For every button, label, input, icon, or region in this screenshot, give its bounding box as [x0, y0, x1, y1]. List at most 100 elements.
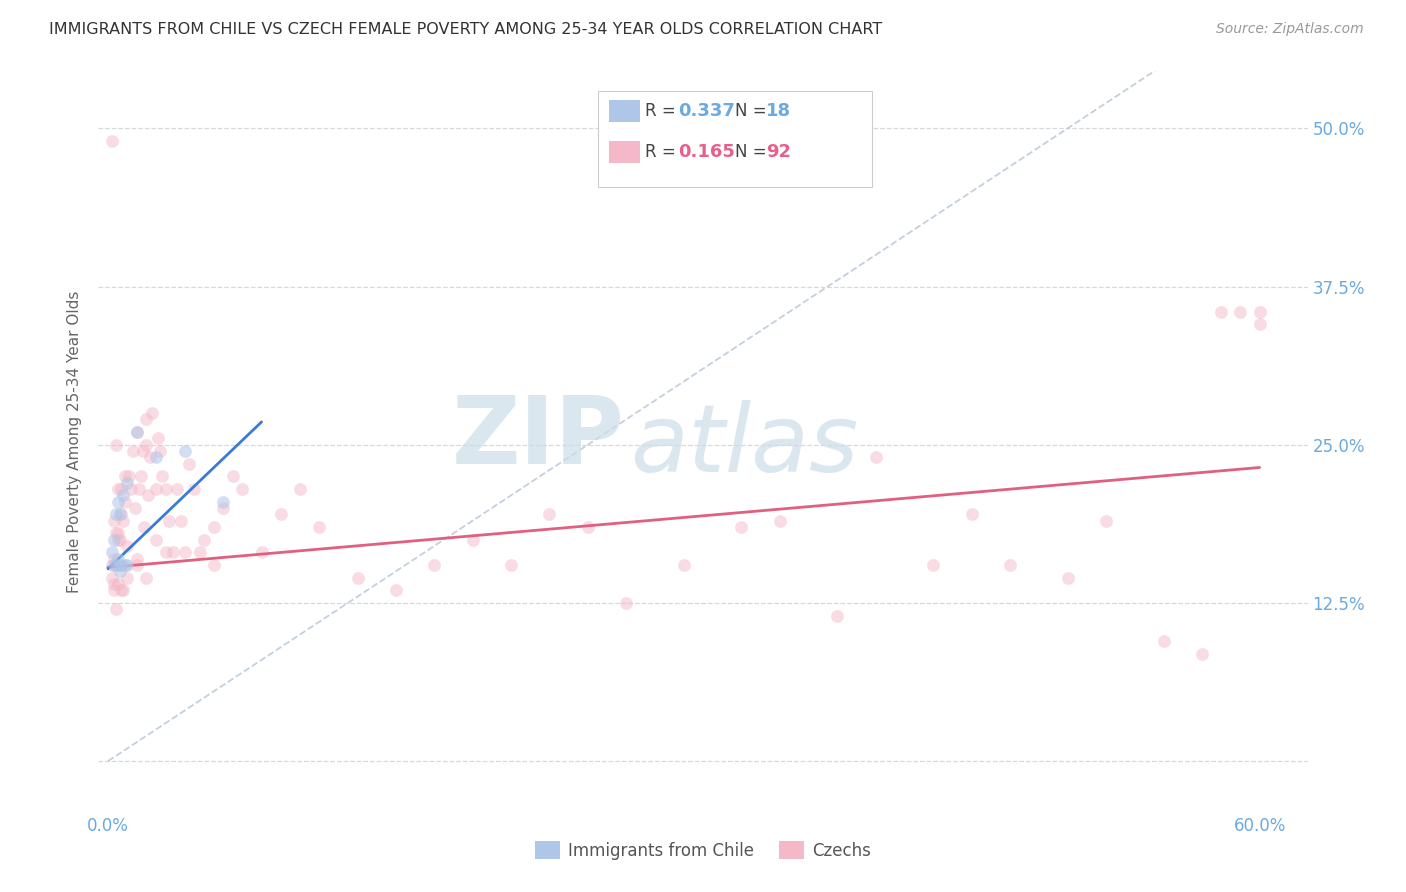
Text: 92: 92 — [766, 143, 792, 161]
Point — [108, 564, 131, 578]
Point — [672, 558, 695, 572]
Point — [212, 500, 235, 515]
Point — [104, 602, 127, 616]
Point — [101, 545, 124, 559]
Point — [108, 533, 131, 547]
Point — [173, 545, 195, 559]
Point — [115, 475, 138, 490]
Point — [270, 508, 292, 522]
Point — [103, 577, 125, 591]
Point — [827, 608, 849, 623]
Text: 18: 18 — [766, 102, 792, 120]
Point — [101, 558, 124, 572]
Text: N =: N = — [735, 102, 772, 120]
Point — [308, 520, 330, 534]
Point — [346, 571, 368, 585]
Point — [145, 482, 167, 496]
Point — [101, 571, 124, 585]
Point — [107, 533, 129, 547]
Point — [103, 583, 125, 598]
Point — [166, 482, 188, 496]
Point — [145, 450, 167, 465]
Point — [202, 558, 225, 572]
Point — [139, 450, 162, 465]
Point — [112, 488, 135, 502]
Point — [170, 514, 193, 528]
Point — [159, 514, 181, 528]
Point — [769, 514, 792, 528]
Text: 0.337: 0.337 — [678, 102, 734, 120]
Point — [125, 558, 148, 572]
Point — [1211, 305, 1233, 319]
Point — [250, 545, 273, 559]
Point — [1153, 633, 1175, 648]
Point — [115, 539, 138, 553]
Point — [212, 494, 235, 508]
Point — [155, 545, 177, 559]
Point — [1249, 305, 1271, 319]
Point — [101, 134, 124, 148]
Text: Source: ZipAtlas.com: Source: ZipAtlas.com — [1216, 22, 1364, 37]
Point — [288, 482, 311, 496]
Point — [150, 469, 173, 483]
Point — [128, 482, 150, 496]
Point — [131, 444, 153, 458]
Text: IMMIGRANTS FROM CHILE VS CZECH FEMALE POVERTY AMONG 25-34 YEAR OLDS CORRELATION : IMMIGRANTS FROM CHILE VS CZECH FEMALE PO… — [49, 22, 883, 37]
Point — [115, 571, 138, 585]
Point — [129, 469, 152, 483]
Text: 0.165: 0.165 — [678, 143, 734, 161]
Point — [173, 444, 195, 458]
Point — [385, 583, 408, 598]
Point — [118, 469, 141, 483]
Point — [114, 469, 136, 483]
Point — [122, 444, 145, 458]
Point — [222, 469, 245, 483]
Point — [865, 450, 887, 465]
Point — [922, 558, 945, 572]
Point — [177, 457, 200, 471]
Point — [108, 508, 131, 522]
Point — [499, 558, 522, 572]
Point — [1056, 571, 1078, 585]
Point — [1095, 514, 1118, 528]
Point — [134, 520, 156, 534]
Point — [107, 482, 129, 496]
Point — [135, 412, 157, 426]
Point — [120, 482, 142, 496]
Point — [110, 508, 132, 522]
Point — [125, 425, 148, 439]
Point — [104, 508, 127, 522]
Point — [110, 558, 132, 572]
Point — [112, 583, 135, 598]
Point — [1229, 305, 1251, 319]
Point — [124, 500, 146, 515]
Point — [115, 558, 138, 572]
Point — [107, 551, 129, 566]
Text: ZIP: ZIP — [451, 392, 624, 483]
Point — [1249, 318, 1271, 332]
Point — [202, 520, 225, 534]
Legend: Immigrants from Chile, Czechs: Immigrants from Chile, Czechs — [529, 835, 877, 866]
Text: atlas: atlas — [630, 400, 859, 491]
Point — [103, 558, 125, 572]
Point — [538, 508, 561, 522]
Point — [114, 494, 136, 508]
Point — [103, 533, 125, 547]
Point — [423, 558, 446, 572]
Point — [107, 577, 129, 591]
Point — [125, 425, 148, 439]
Point — [960, 508, 983, 522]
Point — [107, 526, 129, 541]
Point — [730, 520, 752, 534]
Point — [110, 482, 132, 496]
Point — [614, 596, 637, 610]
Point — [461, 533, 484, 547]
Text: N =: N = — [735, 143, 772, 161]
Point — [576, 520, 599, 534]
Point — [107, 494, 129, 508]
Point — [149, 444, 172, 458]
Point — [136, 488, 159, 502]
Point — [188, 545, 211, 559]
Point — [231, 482, 253, 496]
Y-axis label: Female Poverty Among 25-34 Year Olds: Female Poverty Among 25-34 Year Olds — [67, 291, 83, 592]
